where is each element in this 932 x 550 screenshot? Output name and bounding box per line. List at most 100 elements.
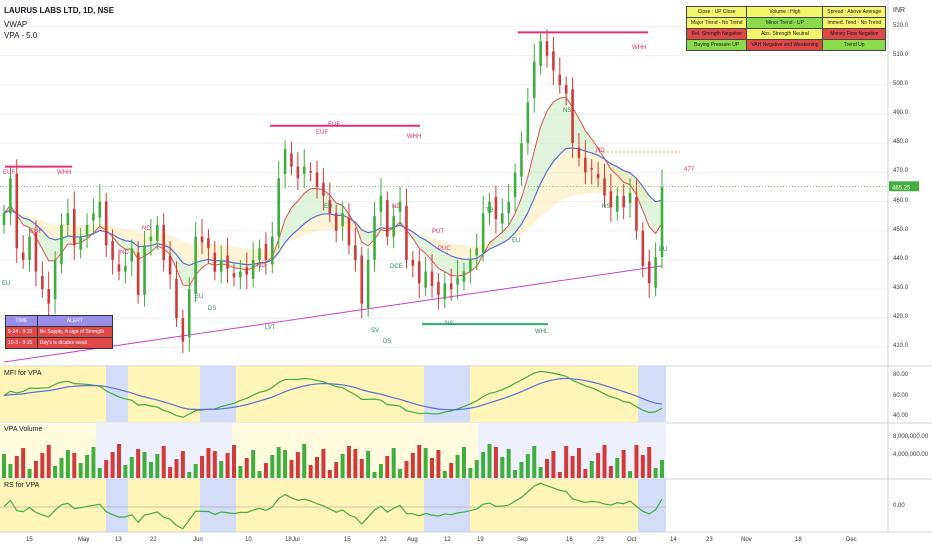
status-row: Major Trend - No Trend Minor Trend - UP Im… <box>685 17 886 29</box>
volume-bar <box>251 450 256 478</box>
volume-bar <box>27 469 32 478</box>
candle-body <box>590 168 594 170</box>
mfi-signal-line <box>3 377 663 411</box>
indicator-vpa-label: VPA - 5.0 <box>4 31 38 40</box>
candle-body <box>72 208 76 246</box>
vpa-annotation: EUF <box>30 229 42 235</box>
candle-body <box>15 173 19 249</box>
vpa-annotation: WHL <box>535 329 549 335</box>
volume-bar <box>238 466 243 478</box>
volume-bar <box>596 453 601 478</box>
volume-bar <box>225 453 230 478</box>
vpa-annotation: EUF <box>316 130 328 136</box>
status-cell: Minor Trend - UP <box>746 17 824 29</box>
y-tick-label: 450.0 <box>893 226 909 233</box>
price-panel-bg <box>0 0 888 362</box>
volume-bar <box>231 445 236 478</box>
candle-body <box>443 283 447 300</box>
vpa-annotation: EU <box>2 281 11 287</box>
status-row: Close : UP Close Volume : High Spread : Ab… <box>685 6 886 18</box>
volume-bar <box>455 455 460 478</box>
mfi-tick-label: 60.00 <box>893 392 909 399</box>
candle-body <box>500 213 504 224</box>
volume-bar <box>219 461 224 478</box>
volume-bar <box>487 444 492 478</box>
candle-body <box>360 255 364 304</box>
candle-body <box>635 197 638 231</box>
volume-bar <box>340 454 345 478</box>
volume-bar <box>647 447 652 478</box>
volume-bar <box>474 460 479 478</box>
candle-body <box>520 143 523 177</box>
candle-body <box>373 216 376 260</box>
volume-tick-label: 4,000,000.00 <box>893 452 929 458</box>
volume-bar <box>576 448 581 478</box>
volume-bar <box>653 468 658 478</box>
candle-body <box>334 213 338 231</box>
volume-bar <box>513 470 518 478</box>
candle-body <box>647 261 651 284</box>
mfi-bg-band <box>200 366 236 422</box>
volume-bar <box>359 459 364 478</box>
volume-bar <box>615 458 620 478</box>
candle-body <box>175 278 178 319</box>
alert-table: TIME ALERT 9-24 - 9:15 No Supply, A sign of… <box>5 315 114 349</box>
candle-body <box>379 195 383 212</box>
candle-body <box>130 248 134 262</box>
x-tick-label: Sep <box>517 537 528 543</box>
volume-bar <box>366 451 371 478</box>
vpa-annotation: DCE <box>390 264 403 270</box>
last-price-label: 465.25 <box>892 185 911 191</box>
volume-bar <box>270 455 275 478</box>
volume-bar <box>506 449 511 478</box>
y-tick-label: 480.0 <box>893 139 909 146</box>
status-cell: Rel. Strength Negative <box>685 28 748 40</box>
candle-body <box>366 259 370 309</box>
vpa-annotation: LVT <box>265 325 276 331</box>
status-cell: Close : UP Close <box>685 6 748 18</box>
alert-time: 10-3 - 9:15 <box>5 337 38 349</box>
status-cell: Immed. Tend - No Trend <box>822 17 886 29</box>
volume-bar <box>123 465 128 478</box>
candle-body <box>584 157 587 173</box>
volume-bar <box>315 457 320 478</box>
volume-bar <box>289 460 294 478</box>
alert-time: 9-24 - 9:15 <box>5 326 38 338</box>
alert-row: 9-24 - 9:15 No Supply, A sign of Strength <box>5 326 114 338</box>
volume-bar <box>302 444 307 478</box>
volume-bar <box>200 456 205 478</box>
vpa-annotation: WHH <box>407 134 422 140</box>
volume-bar <box>493 447 498 478</box>
candle-body <box>596 173 600 179</box>
candle-body <box>386 200 389 237</box>
volume-bar <box>212 451 217 478</box>
candle-body <box>405 205 408 260</box>
volume-bar <box>500 457 505 478</box>
candle-body <box>545 41 549 56</box>
volume-bar <box>385 456 390 478</box>
volume-bar <box>104 460 109 478</box>
status-cell: Spread : Above Average <box>822 6 886 18</box>
vpa-annotation: WHH <box>57 170 72 176</box>
candle-body <box>475 248 479 256</box>
vpa-annotation: EUF <box>3 170 15 176</box>
vpa-annotation: 477 <box>684 167 695 173</box>
x-tick-label: 22 <box>150 537 157 543</box>
volume-bar <box>538 467 543 478</box>
candle-body <box>615 195 619 212</box>
band-upper <box>4 97 662 286</box>
candle-body <box>9 178 12 214</box>
volume-bar <box>391 448 396 478</box>
candle-body <box>577 147 581 158</box>
volume-bar <box>283 450 288 478</box>
x-tick-label: 15 <box>26 537 33 543</box>
x-tick-label: 13 <box>115 537 122 543</box>
vpa-annotation: EU <box>195 294 204 300</box>
status-row: Rel. Strength Negative Abs. Strength Neut… <box>685 28 886 40</box>
volume-bar <box>449 463 454 478</box>
price-tag-bg <box>889 181 919 192</box>
candle-body <box>558 74 562 85</box>
candle-body <box>111 240 114 260</box>
volume-bar <box>564 446 569 478</box>
volume-bar <box>206 448 211 478</box>
